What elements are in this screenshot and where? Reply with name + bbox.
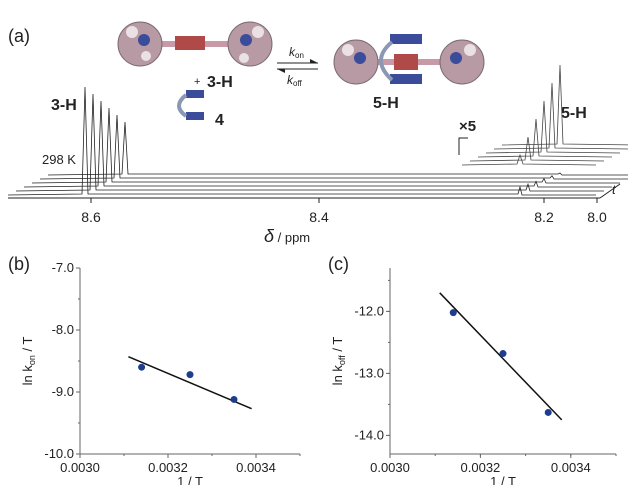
molecule-5h-illustration: [333, 34, 485, 85]
spectrum-zoom-trace: [485, 100, 621, 154]
x-tick-label: 0.0032: [461, 460, 501, 475]
data-point: [449, 309, 457, 317]
ppm-tick-label: 8.6: [81, 209, 101, 225]
zoom-factor-label: ×5: [459, 118, 476, 135]
y-axis-title: ln kon / T: [20, 337, 37, 386]
y-tick-label: -7.0: [52, 260, 74, 275]
panel-c-label: (c): [328, 254, 349, 274]
data-point: [186, 371, 194, 379]
equilibrium-arrows: [277, 59, 318, 73]
spectrum-trace: [7, 86, 596, 196]
spectrum-trace: [31, 107, 620, 184]
x-axis-title: 1 / T: [177, 474, 203, 485]
spectrum-zoom-trace: [461, 153, 597, 166]
compound-3h-label: 3-H: [207, 74, 233, 91]
y-tick-label: -14.0: [354, 427, 384, 442]
arrhenius-plot-kon: 0.0030 0.0032 0.0034 -7.0 -8.0 -9.0 -10.0 1 / T…: [20, 260, 301, 485]
time-axis-line: [599, 183, 621, 199]
x-tick-label: 0.0034: [551, 460, 591, 475]
spectrum-zoom-trace: [477, 118, 613, 158]
x-axis-title: 1 / T: [490, 474, 516, 485]
y-tick-label: -9.0: [52, 384, 74, 399]
compound-4-label: 4: [215, 112, 224, 129]
compound-5h-label: 5-H: [373, 95, 399, 112]
spectrum-zoom-trace: [501, 64, 628, 146]
temperature-label: 298 K: [42, 152, 76, 167]
spectrum-3h-label: 3-H: [51, 97, 77, 114]
y-tick-label: -8.0: [52, 322, 74, 337]
ppm-axis-title: δ / ppm: [264, 226, 310, 246]
arrhenius-plot-koff: 0.0030 0.0032 0.0034 -12.0 -13.0 -14.0 1 / T ln…: [330, 268, 617, 485]
plus-sign: +: [194, 76, 200, 88]
data-point: [138, 363, 146, 371]
k-off-label: koff: [287, 73, 303, 88]
ppm-tick-label: 8.2: [534, 209, 554, 225]
data-point: [230, 395, 238, 403]
panel-a-label: (a): [8, 26, 30, 46]
k-on-label: kon: [289, 45, 304, 60]
spectrum-trace: [15, 93, 604, 192]
panel-b-label: (b): [8, 254, 30, 274]
y-tick-label: -12.0: [354, 303, 384, 318]
ppm-axis-ticks: 8.6 8.4 8.2 8.0: [81, 198, 607, 225]
molecule-3h-illustration: [117, 21, 273, 67]
spectrum-zoom-trace: [493, 82, 628, 150]
y-tick-label: -13.0: [354, 365, 384, 380]
spectrum-5h-label: 5-H: [561, 105, 587, 122]
data-point: [499, 350, 507, 358]
spectrum-zoom-trace: [469, 136, 605, 162]
ppm-tick-label: 8.4: [309, 209, 329, 225]
y-axis-title: ln koff / T: [330, 337, 347, 386]
time-axis-label: t: [612, 182, 617, 197]
data-point: [544, 408, 552, 416]
x-tick-label: 0.0030: [60, 460, 100, 475]
stacked-nmr-spectra: [7, 64, 628, 196]
zoom-bracket: [458, 137, 468, 155]
fit-line: [439, 292, 563, 421]
x-tick-label: 0.0032: [148, 460, 188, 475]
spectrum-trace: [23, 100, 612, 188]
spectrum-trace: [47, 121, 628, 176]
spectrum-trace: [39, 114, 628, 180]
y-tick-label: -10.0: [44, 446, 74, 461]
ppm-tick-label: 8.0: [587, 209, 607, 225]
x-tick-label: 0.0034: [236, 460, 276, 475]
ring-4-illustration: [177, 90, 204, 120]
x-tick-label: 0.0030: [370, 460, 410, 475]
